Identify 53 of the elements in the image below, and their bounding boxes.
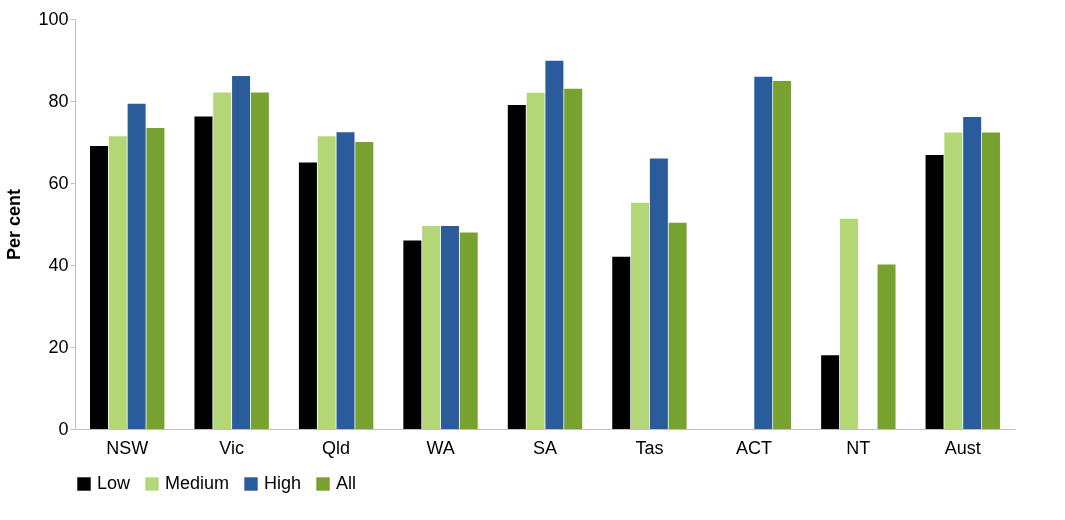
- bar: [668, 222, 687, 429]
- bar: [839, 218, 858, 429]
- y-tick-label: 100: [38, 8, 69, 29]
- y-tick-label: 20: [48, 336, 69, 357]
- bar: [127, 103, 146, 429]
- bar: [422, 226, 441, 429]
- y-tick-label: 60: [48, 172, 69, 193]
- y-tick-label: 0: [58, 418, 69, 439]
- y-tick-label: 40: [48, 254, 69, 275]
- bar: [649, 158, 668, 429]
- bar: [564, 88, 583, 429]
- bar: [440, 226, 459, 429]
- bar: [336, 132, 355, 429]
- bar: [250, 92, 269, 429]
- x-tick-label: NSW: [106, 437, 149, 458]
- bar: [773, 80, 792, 429]
- legend-label: Low: [97, 473, 132, 493]
- x-tick-label: SA: [532, 437, 558, 458]
- bar: [877, 264, 896, 429]
- bar: [545, 60, 564, 429]
- bar: [963, 116, 982, 429]
- bar: [754, 76, 773, 429]
- y-axis-title: Per cent: [4, 188, 25, 261]
- bar: [213, 92, 232, 429]
- bar: [298, 162, 317, 429]
- legend-label: High: [264, 473, 302, 493]
- bar: [981, 132, 1000, 429]
- bar: [90, 146, 109, 429]
- bar: [194, 116, 213, 429]
- bar: [925, 155, 944, 429]
- bar: [612, 256, 631, 429]
- legend-label: Medium: [165, 473, 230, 493]
- bar: [403, 240, 422, 429]
- bar: [108, 136, 127, 429]
- bar: [232, 75, 251, 429]
- bar: [459, 232, 478, 429]
- bar: [526, 92, 545, 429]
- y-tick-label: 80: [48, 90, 69, 111]
- x-tick-label: Aust: [944, 437, 981, 458]
- x-tick-label: Tas: [635, 437, 664, 458]
- bar: [317, 136, 336, 429]
- x-tick-label: NT: [846, 437, 871, 458]
- bar: [631, 202, 650, 429]
- legend-label: All: [336, 473, 357, 493]
- x-tick-label: ACT: [735, 437, 772, 458]
- bar: [507, 105, 526, 429]
- bar: [355, 142, 374, 429]
- bar: [146, 128, 165, 429]
- x-tick-label: WA: [426, 437, 455, 458]
- x-tick-label: Qld: [322, 437, 351, 458]
- bar: [821, 355, 840, 429]
- bar: [944, 132, 963, 429]
- x-tick-label: Vic: [219, 437, 245, 458]
